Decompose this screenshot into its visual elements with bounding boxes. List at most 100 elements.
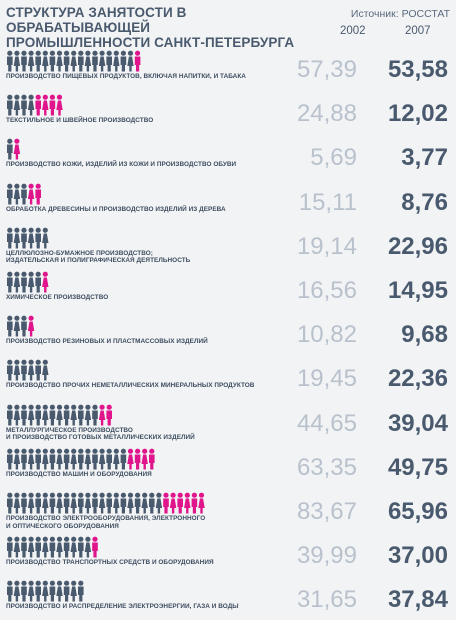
woman-figure <box>70 580 77 602</box>
woman-figure <box>42 580 49 602</box>
man-figure <box>21 448 27 470</box>
man-figure <box>7 404 13 426</box>
man-figure <box>49 448 56 470</box>
woman-figure <box>184 492 191 514</box>
man-figure <box>35 580 41 602</box>
industry-row: ПРОИЗВОДСТВО ЭЛЕКТРООБОРУДОВАНИЯ, ЭЛЕКТР… <box>0 488 456 532</box>
man-figure <box>6 50 13 72</box>
value-2002: 39,99 <box>296 542 357 570</box>
woman-figure <box>141 448 148 470</box>
industry-label: ПРОИЗВОДСТВО КОЖИ, ИЗДЕЛИЙ ИЗ КОЖИ И ПРО… <box>6 161 237 169</box>
man-figure <box>92 404 98 426</box>
value-2002: 10,82 <box>296 321 357 349</box>
worker-figures <box>6 536 98 558</box>
man-figure <box>49 580 56 602</box>
value-2007: 65,96 <box>387 498 448 525</box>
industry-row: ПРОИЗВОДСТВО РЕЗИНОВЫХ И ПЛАСТМАССОВЫХ И… <box>0 311 456 355</box>
man-figure <box>63 580 70 602</box>
woman-figure <box>56 94 63 116</box>
woman-figure <box>70 536 77 558</box>
woman-figure <box>13 138 21 160</box>
woman-figure <box>141 492 148 514</box>
man-figure <box>63 448 70 470</box>
man-figure <box>35 227 41 249</box>
man-figure <box>92 448 98 470</box>
man-figure <box>21 271 27 293</box>
industry-label: ПРОИЗВОДСТВО ЭЛЕКТРООБОРУДОВАНИЯ, ЭЛЕКТР… <box>6 515 206 530</box>
man-figure <box>148 492 155 514</box>
man-figure <box>35 404 41 426</box>
man-figure <box>35 492 41 514</box>
worker-figures <box>7 404 112 426</box>
woman-figure <box>27 359 35 381</box>
man-figure <box>77 50 84 72</box>
man-figure <box>21 404 27 426</box>
woman-figure <box>13 271 21 293</box>
woman-figure <box>84 448 92 470</box>
man-figure <box>106 404 112 426</box>
value-2002: 15,11 <box>298 188 357 216</box>
man-figure <box>134 492 141 514</box>
woman-figure <box>13 315 21 337</box>
woman-figure <box>13 359 21 381</box>
man-figure <box>120 448 127 470</box>
worker-figures <box>6 359 49 381</box>
worker-figures <box>6 271 49 293</box>
woman-figure <box>27 271 35 293</box>
value-2002: 63,35 <box>296 453 357 481</box>
man-figure <box>6 94 13 116</box>
worker-figures <box>6 94 63 116</box>
value-2007: 8,76 <box>401 188 448 216</box>
man-figure <box>6 580 13 602</box>
woman-figure <box>42 50 49 72</box>
woman-figure <box>56 580 63 602</box>
man-figure <box>92 492 98 514</box>
woman-figure <box>127 492 134 514</box>
value-2002: 24,88 <box>296 100 357 128</box>
woman-figure <box>42 271 49 293</box>
woman-figure <box>13 492 21 514</box>
worker-figures <box>6 448 155 470</box>
woman-figure <box>56 536 63 558</box>
woman-figure <box>27 94 35 116</box>
chart-title: СТРУКТУРА ЗАНЯТОСТИ В ОБРАБАТЫВАЮЩЕЙ ПРО… <box>6 5 326 50</box>
value-2007: 12,02 <box>387 100 448 128</box>
value-2007: 49,75 <box>387 453 448 481</box>
woman-figure <box>27 315 35 337</box>
man-figure <box>77 580 84 602</box>
value-2007: 14,95 <box>387 277 448 304</box>
man-figure <box>49 50 56 72</box>
man-figure <box>92 50 98 72</box>
man-figure <box>35 359 41 381</box>
man-figure <box>78 404 84 426</box>
woman-figure <box>198 492 205 514</box>
woman-figure <box>98 50 106 72</box>
industry-row: ОБРАБОТКА ДРЕВЕСИНЫ И ПРОИЗВОДСТВО ИЗДЕЛ… <box>0 179 456 223</box>
man-figure <box>7 183 13 205</box>
woman-figure <box>98 492 106 514</box>
industry-label: ПРОИЗВОДСТВО И РАСПРЕДЕЛЕНИЕ ЭЛЕКТРОЭНЕР… <box>6 603 239 611</box>
man-figure <box>134 50 141 72</box>
woman-figure <box>13 448 21 470</box>
woman-figure <box>27 536 35 558</box>
industry-label: ПРОИЗВОДСТВО ПРОЧИХ НЕМЕТАЛЛИЧЕСКИХ МИНЕ… <box>6 382 255 390</box>
woman-figure <box>27 183 35 205</box>
industry-row: МЕТАЛЛУРГИЧЕСКОЕ ПРОИЗВОДСТВО И ПРОИЗВОД… <box>0 400 456 444</box>
value-2002: 57,39 <box>296 56 357 83</box>
woman-figure <box>42 227 49 249</box>
woman-figure <box>27 580 35 602</box>
man-figure <box>21 50 27 72</box>
woman-figure <box>27 448 35 470</box>
man-figure <box>177 492 183 514</box>
value-2007: 22,96 <box>387 232 448 260</box>
woman-figure <box>13 183 21 205</box>
woman-figure <box>70 50 77 72</box>
woman-figure <box>155 492 163 514</box>
man-figure <box>35 536 41 558</box>
woman-figure <box>113 492 120 514</box>
man-figure <box>92 536 98 558</box>
man-figure <box>35 448 41 470</box>
man-figure <box>21 227 27 249</box>
man-figure <box>35 183 41 205</box>
man-figure <box>77 536 84 558</box>
